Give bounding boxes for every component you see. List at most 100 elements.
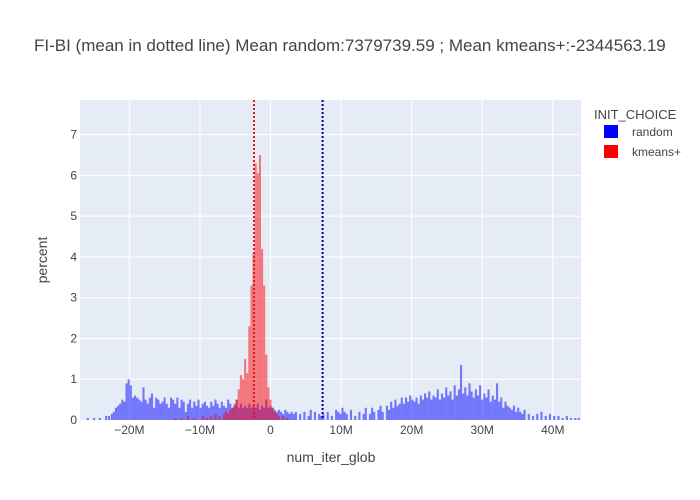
- histogram-bar[interactable]: [142, 387, 145, 420]
- histogram-bar[interactable]: [195, 405, 198, 420]
- histogram-bar[interactable]: [489, 401, 492, 420]
- histogram-bar[interactable]: [294, 411, 297, 420]
- histogram-bar[interactable]: [411, 399, 414, 420]
- histogram-bar[interactable]: [358, 411, 361, 420]
- histogram-bar[interactable]: [337, 411, 340, 420]
- histogram-bar[interactable]: [472, 397, 475, 420]
- histogram-bar[interactable]: [432, 395, 435, 420]
- histogram-bar[interactable]: [457, 389, 460, 420]
- histogram-bar[interactable]: [125, 383, 128, 420]
- histogram-bar[interactable]: [523, 409, 526, 420]
- histogram-bar[interactable]: [371, 407, 374, 420]
- histogram-bar[interactable]: [430, 399, 433, 420]
- histogram-bar[interactable]: [438, 399, 441, 420]
- histogram-bar[interactable]: [404, 397, 408, 420]
- histogram-bar[interactable]: [373, 411, 376, 420]
- histogram-bar[interactable]: [93, 417, 96, 420]
- legend-item-random[interactable]: random: [604, 125, 673, 139]
- histogram-bar[interactable]: [180, 399, 183, 420]
- histogram-bar[interactable]: [368, 413, 372, 420]
- histogram-bar[interactable]: [428, 391, 431, 420]
- histogram-bar[interactable]: [491, 395, 494, 420]
- histogram-bar[interactable]: [212, 405, 215, 420]
- histogram-bar[interactable]: [235, 399, 238, 420]
- histogram-bar[interactable]: [205, 405, 209, 420]
- histogram-bar[interactable]: [445, 387, 448, 420]
- histogram-bar[interactable]: [269, 399, 272, 420]
- histogram-bar[interactable]: [495, 383, 499, 420]
- histogram-bar[interactable]: [186, 403, 190, 420]
- histogram-bar[interactable]: [381, 411, 384, 420]
- histogram-bar[interactable]: [258, 155, 261, 420]
- histogram-bar[interactable]: [138, 399, 141, 420]
- legend[interactable]: INIT_CHOICE random kmeans+: [594, 107, 681, 159]
- histogram-bar[interactable]: [345, 413, 348, 420]
- histogram-bar[interactable]: [402, 403, 405, 420]
- histogram-bar[interactable]: [199, 407, 202, 420]
- histogram-bar[interactable]: [163, 397, 166, 420]
- histogram-bar[interactable]: [388, 409, 391, 420]
- histogram-bar[interactable]: [233, 403, 236, 420]
- histogram-bar[interactable]: [349, 409, 353, 420]
- histogram-bar[interactable]: [271, 407, 274, 420]
- legend-item-kmeans[interactable]: kmeans+: [604, 145, 681, 159]
- histogram-bar[interactable]: [320, 415, 323, 420]
- histogram-bar[interactable]: [502, 407, 505, 420]
- histogram-bar[interactable]: [112, 411, 115, 420]
- histogram-bar[interactable]: [220, 401, 223, 420]
- histogram-bar[interactable]: [290, 411, 293, 420]
- histogram-bar[interactable]: [218, 407, 221, 420]
- histogram-bar[interactable]: [239, 375, 242, 420]
- histogram-bar[interactable]: [107, 415, 110, 420]
- histogram-bar[interactable]: [453, 385, 456, 420]
- histogram-bar[interactable]: [201, 403, 204, 420]
- histogram-bar[interactable]: [565, 415, 568, 420]
- histogram-bar[interactable]: [260, 248, 264, 420]
- histogram-bar[interactable]: [210, 415, 213, 420]
- histogram-bar[interactable]: [519, 411, 522, 420]
- histogram-bar[interactable]: [540, 411, 543, 420]
- histogram-bar[interactable]: [379, 405, 382, 420]
- histogram-bar[interactable]: [459, 364, 463, 420]
- histogram-bar[interactable]: [462, 393, 465, 420]
- histogram-bar[interactable]: [114, 407, 118, 420]
- histogram-bar[interactable]: [273, 411, 276, 420]
- histogram-bar[interactable]: [508, 407, 511, 420]
- histogram-bar[interactable]: [218, 415, 221, 420]
- histogram-bar[interactable]: [174, 403, 177, 420]
- histogram-bar[interactable]: [267, 387, 270, 420]
- histogram-bar[interactable]: [407, 401, 410, 420]
- histogram-bar[interactable]: [208, 407, 211, 420]
- histogram-bar[interactable]: [443, 397, 446, 420]
- histogram-bar[interactable]: [557, 415, 560, 420]
- histogram-bar[interactable]: [377, 409, 380, 420]
- histogram-bar[interactable]: [119, 403, 122, 420]
- histogram-bar[interactable]: [451, 399, 454, 420]
- histogram-bar[interactable]: [241, 379, 245, 420]
- histogram-bar[interactable]: [180, 417, 183, 420]
- histogram-bar[interactable]: [483, 393, 486, 420]
- histogram-bar[interactable]: [165, 403, 168, 420]
- histogram-bar[interactable]: [335, 409, 338, 420]
- histogram-bar[interactable]: [172, 399, 175, 420]
- histogram-bar[interactable]: [521, 413, 524, 420]
- histogram-bar[interactable]: [178, 407, 181, 420]
- histogram-bar[interactable]: [364, 407, 367, 420]
- histogram-bar[interactable]: [263, 285, 266, 420]
- histogram-bar[interactable]: [419, 395, 422, 420]
- histogram-bar[interactable]: [98, 417, 101, 420]
- histogram-bar[interactable]: [214, 413, 217, 420]
- histogram-bar[interactable]: [110, 413, 113, 420]
- histogram-bar[interactable]: [436, 389, 439, 420]
- histogram-bar[interactable]: [553, 415, 556, 420]
- histogram-bar[interactable]: [548, 413, 552, 420]
- histogram-bar[interactable]: [531, 415, 535, 420]
- histogram-bar[interactable]: [341, 407, 344, 420]
- histogram-bar[interactable]: [157, 399, 160, 420]
- histogram-bar[interactable]: [174, 417, 177, 420]
- histogram-bar[interactable]: [398, 403, 401, 420]
- histogram-bar[interactable]: [275, 413, 278, 420]
- histogram-bar[interactable]: [415, 397, 418, 420]
- histogram-bar[interactable]: [121, 399, 124, 420]
- histogram-bar[interactable]: [468, 383, 471, 420]
